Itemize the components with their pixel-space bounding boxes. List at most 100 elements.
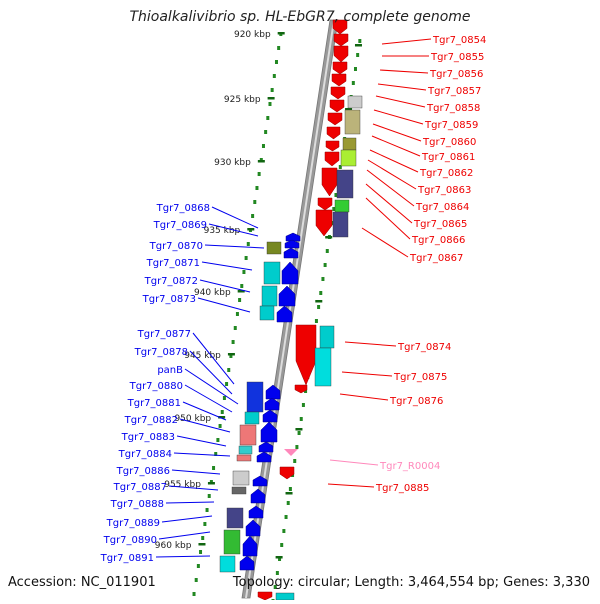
- gene-label-Tgr7_0869[interactable]: Tgr7_0869: [153, 220, 207, 231]
- gene-label-Tgr7_0858[interactable]: Tgr7_0858: [426, 103, 480, 114]
- gene-label-Tgr7_0875[interactable]: Tgr7_0875: [393, 372, 447, 383]
- gene-label-Tgr7_0880[interactable]: Tgr7_0880: [129, 381, 183, 392]
- gene-label-Tgr7_0889[interactable]: Tgr7_0889: [106, 518, 160, 529]
- gene-label-Tgr7_0873[interactable]: Tgr7_0873: [142, 294, 196, 305]
- scale-dot-right: [278, 557, 282, 561]
- gene-label-Tgr7_0884[interactable]: Tgr7_0884: [118, 449, 172, 460]
- scale-label: 940 kbp: [194, 288, 231, 298]
- gene-label-Tgr7_0866[interactable]: Tgr7_0866: [411, 235, 465, 246]
- gene-callout-line: [173, 452, 231, 457]
- gene-box: [266, 241, 282, 255]
- scale-tick-right: [354, 44, 362, 47]
- gene-arrow-forward: [278, 285, 296, 307]
- gene-label-Tgr7_0868[interactable]: Tgr7_0868: [156, 203, 210, 214]
- scale-dot-left: [242, 270, 246, 274]
- scale-dot-right: [338, 165, 342, 169]
- gene-callout-line: [161, 515, 213, 523]
- gene-label-Tgr7_0870[interactable]: Tgr7_0870: [149, 241, 203, 252]
- gene-label-Tgr7_0881[interactable]: Tgr7_0881: [127, 398, 181, 409]
- gene-label-Tgr7_0885[interactable]: Tgr7_0885: [375, 483, 429, 494]
- gene-arrow-forward: [262, 409, 278, 423]
- gene-label-Tgr7_0890[interactable]: Tgr7_0890: [103, 535, 157, 546]
- gene-label-Tgr7_0862[interactable]: Tgr7_0862: [419, 168, 473, 179]
- gene-label-Tgr7_0867[interactable]: Tgr7_0867: [409, 253, 463, 264]
- gene-label-Tgr7_0876[interactable]: Tgr7_0876: [389, 396, 443, 407]
- gene-callout-line: [165, 501, 215, 504]
- gene-arrow-reverse: [294, 384, 308, 394]
- gene-arrow-reverse: [279, 466, 295, 480]
- gene-label-Tgr7_R0004[interactable]: Tgr7_R0004: [379, 461, 440, 472]
- scale-dot-right: [317, 305, 321, 309]
- scale-dot-right: [282, 529, 286, 533]
- gene-arrow-reverse: [333, 45, 349, 63]
- gene-label-Tgr7_0857[interactable]: Tgr7_0857: [427, 86, 481, 97]
- scale-dot-left: [251, 214, 255, 218]
- gene-arrow-forward: [283, 247, 299, 259]
- gene-label-Tgr7_0871[interactable]: Tgr7_0871: [146, 258, 200, 269]
- gene-label-Tgr7_0864[interactable]: Tgr7_0864: [415, 202, 469, 213]
- gene-label-Tgr7_0878[interactable]: Tgr7_0878: [134, 347, 188, 358]
- gene-callout-line: [208, 223, 259, 237]
- scale-dot-right: [358, 39, 362, 43]
- scale-dot-left: [240, 284, 244, 288]
- scale-tick-right: [295, 428, 303, 431]
- topology-label: Topology: circular; Length: 3,464,554 bp…: [232, 575, 590, 590]
- gene-callout-line: [344, 341, 397, 347]
- gene-callout-line: [192, 332, 235, 385]
- gene-arrow-forward: [264, 397, 280, 411]
- gene-label-Tgr7_0877[interactable]: Tgr7_0877: [137, 329, 191, 340]
- gene-label-Tgr7_0855[interactable]: Tgr7_0855: [430, 52, 484, 63]
- gene-label-Tgr7_0882[interactable]: Tgr7_0882: [124, 415, 178, 426]
- scale-dot-right: [286, 501, 290, 505]
- gene-label-Tgr7_0854[interactable]: Tgr7_0854: [432, 35, 486, 46]
- gene-arrow-reverse: [329, 99, 345, 113]
- gene-arrow-reverse: [315, 209, 333, 237]
- gene-callout-line: [361, 227, 409, 258]
- gene-label-Tgr7_0886[interactable]: Tgr7_0886: [116, 466, 170, 477]
- gene-label-Tgr7_0859[interactable]: Tgr7_0859: [424, 120, 478, 131]
- gene-box: [246, 381, 264, 413]
- gene-label-Tgr7_0872[interactable]: Tgr7_0872: [144, 276, 198, 287]
- scale-dot-left: [233, 326, 237, 330]
- scale-label: 930 kbp: [214, 158, 251, 168]
- gene-callout-line: [155, 555, 211, 558]
- gene-callout-line: [327, 483, 375, 488]
- gene-label-Tgr7_0891[interactable]: Tgr7_0891: [100, 553, 154, 564]
- gene-label-Tgr7_0856[interactable]: Tgr7_0856: [429, 69, 483, 80]
- gene-arrow-forward: [260, 421, 278, 443]
- gene-label-Tgr7_0863[interactable]: Tgr7_0863: [417, 185, 471, 196]
- gene-arrow-reverse: [333, 33, 349, 47]
- scale-label: 960 kbp: [155, 541, 192, 551]
- scale-dot-left: [277, 46, 281, 50]
- gene-callout-line: [365, 197, 411, 240]
- scale-tick-major: [227, 353, 235, 356]
- scale-dot-left: [268, 102, 272, 106]
- gene-arrow-reverse: [295, 324, 317, 386]
- scale-label: 935 kbp: [204, 226, 241, 236]
- gene-label-Tgr7_0861[interactable]: Tgr7_0861: [421, 152, 475, 163]
- gene-label-Tgr7_0874[interactable]: Tgr7_0874: [397, 342, 451, 353]
- gene-box: [244, 411, 260, 425]
- gene-label-Tgr7_0860[interactable]: Tgr7_0860: [422, 137, 476, 148]
- scale-tick-major: [237, 290, 245, 293]
- gene-label-Tgr7_0888[interactable]: Tgr7_0888: [110, 499, 164, 510]
- gene-arrow-reverse: [330, 86, 346, 100]
- gene-arrow-reverse: [324, 151, 340, 167]
- gene-callout-line: [369, 149, 419, 173]
- gene-label-Tgr7_0883[interactable]: Tgr7_0883: [121, 432, 175, 443]
- gene-arrow-forward: [242, 535, 258, 557]
- gene-label-Tgr7_0865[interactable]: Tgr7_0865: [413, 219, 467, 230]
- gene-callout-line: [184, 384, 233, 413]
- scale-dot-left: [266, 116, 270, 120]
- gene-callout-line: [381, 38, 432, 45]
- gene-label-panB[interactable]: panB: [157, 365, 183, 376]
- gene-arrow-forward: [250, 488, 266, 504]
- gene-arrow-forward: [239, 555, 255, 571]
- gene-arrow-reverse: [321, 167, 338, 197]
- scale-dot-right: [284, 515, 288, 519]
- gene-box: [319, 325, 335, 349]
- gene-label-Tgr7_0887[interactable]: Tgr7_0887: [113, 482, 167, 493]
- scale-dot-right: [299, 417, 303, 421]
- scale-tick-right: [285, 492, 293, 495]
- gene-callout-line: [189, 350, 233, 395]
